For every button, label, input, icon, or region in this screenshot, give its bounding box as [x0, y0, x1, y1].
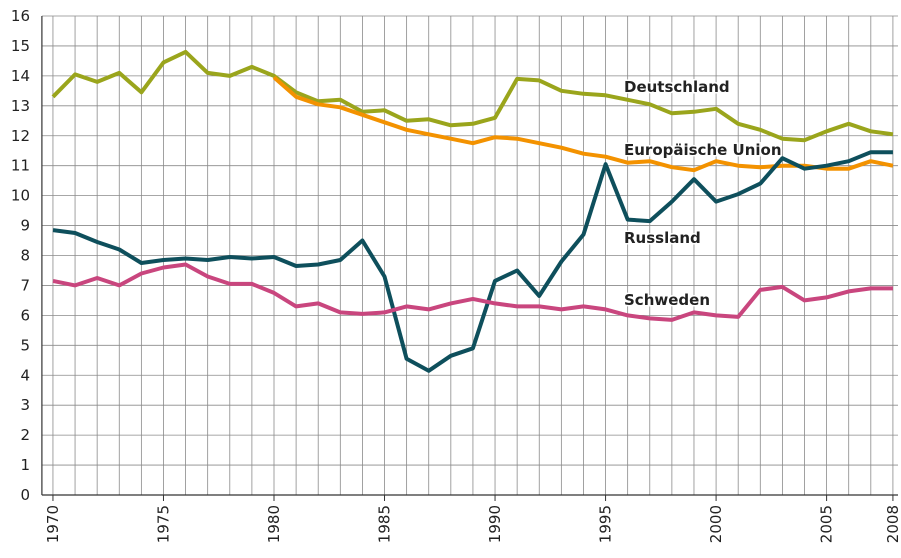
y-tick-label: 6 [20, 306, 30, 324]
y-tick-label: 11 [11, 157, 30, 175]
x-tick-label: 1995 [597, 505, 615, 543]
y-tick-label: 13 [11, 97, 30, 115]
x-tick-label: 2008 [884, 505, 901, 543]
series-line [51, 49, 894, 143]
y-tick-label: 16 [11, 7, 30, 25]
y-tick-label: 7 [20, 276, 30, 294]
x-tick-label: 1975 [154, 505, 172, 543]
y-tick-label: 0 [20, 486, 30, 504]
y-tick-label: 2 [20, 426, 30, 444]
series-label: Russland [624, 229, 701, 247]
x-tick-label: 2005 [818, 505, 836, 543]
y-tick-label: 14 [11, 67, 30, 85]
y-tick-label: 10 [11, 187, 30, 205]
y-tick-label: 1 [20, 456, 30, 474]
y-tick-label: 4 [20, 366, 30, 384]
series-line [52, 262, 893, 322]
y-tick-label: 15 [11, 37, 30, 55]
series-label: Schweden [624, 291, 710, 309]
x-tick-label: 1970 [44, 505, 62, 543]
series-label: Deutschland [624, 78, 730, 96]
series-line [272, 75, 894, 173]
x-tick-label: 1990 [486, 505, 504, 543]
series-label: Europäische Union [624, 141, 782, 159]
y-tick-label: 3 [20, 396, 30, 414]
y-tick-label: 9 [20, 217, 30, 235]
x-tick-label: 1985 [376, 505, 394, 543]
y-tick-label: 12 [11, 127, 30, 145]
y-tick-label: 8 [20, 247, 30, 265]
y-tick-label: 5 [20, 336, 30, 354]
x-tick-label: 2000 [707, 505, 725, 543]
series-line [52, 150, 893, 373]
x-tick-label: 1980 [265, 505, 283, 543]
